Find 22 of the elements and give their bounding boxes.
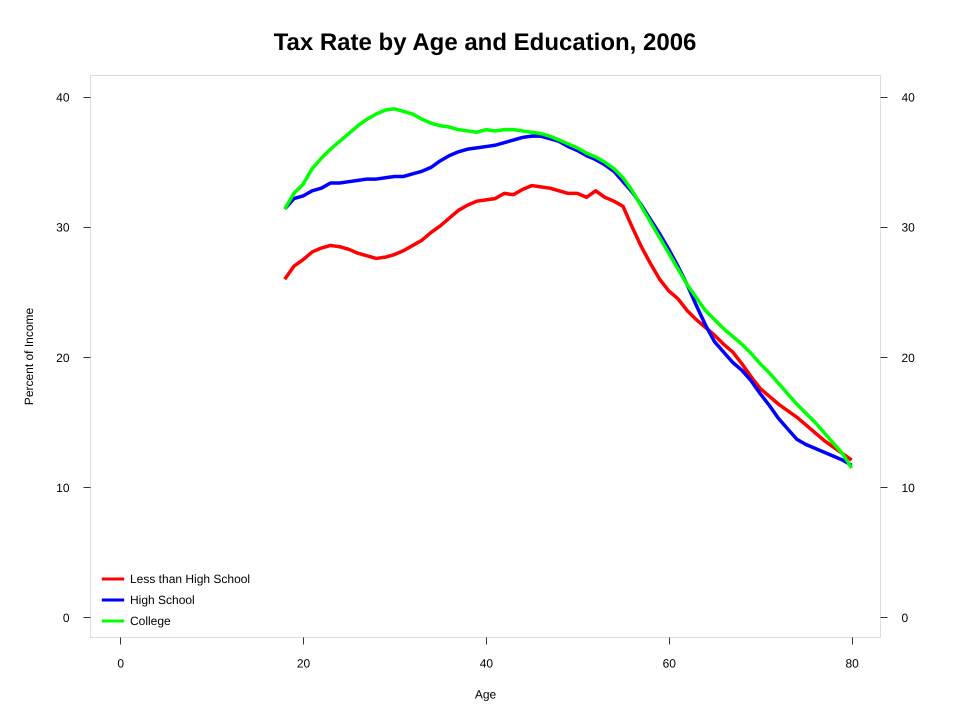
y2-tick-label: 0 [902, 610, 908, 625]
legend-label: Less than High School [130, 572, 250, 586]
y2-tick-label: 40 [902, 90, 916, 105]
y2-tick-label: 30 [902, 220, 916, 235]
y2-tick-label: 10 [902, 480, 916, 495]
y2-tick-label: 20 [902, 350, 916, 365]
x-tick-label: 80 [845, 656, 860, 670]
line-series [283, 184, 854, 462]
y-tick-label: 20 [56, 350, 70, 365]
y-tick-label: 0 [62, 610, 70, 625]
x-axis-title: Age [474, 688, 496, 702]
legend-label: College [130, 614, 172, 628]
x-tick-label: 60 [662, 656, 676, 670]
y-tick-label: 40 [56, 90, 70, 105]
y-tick-label: 30 [56, 220, 70, 235]
x-tick-label: 40 [480, 656, 494, 670]
x-tick-label: 20 [296, 656, 311, 670]
y-axis-title: Percent of Income [22, 307, 36, 406]
x-tick-label: 0 [117, 656, 124, 670]
y-tick-label: 10 [56, 480, 70, 495]
legend-label: High School [130, 593, 195, 607]
chart-title: Tax Rate by Age and Education, 2006 [274, 29, 696, 56]
